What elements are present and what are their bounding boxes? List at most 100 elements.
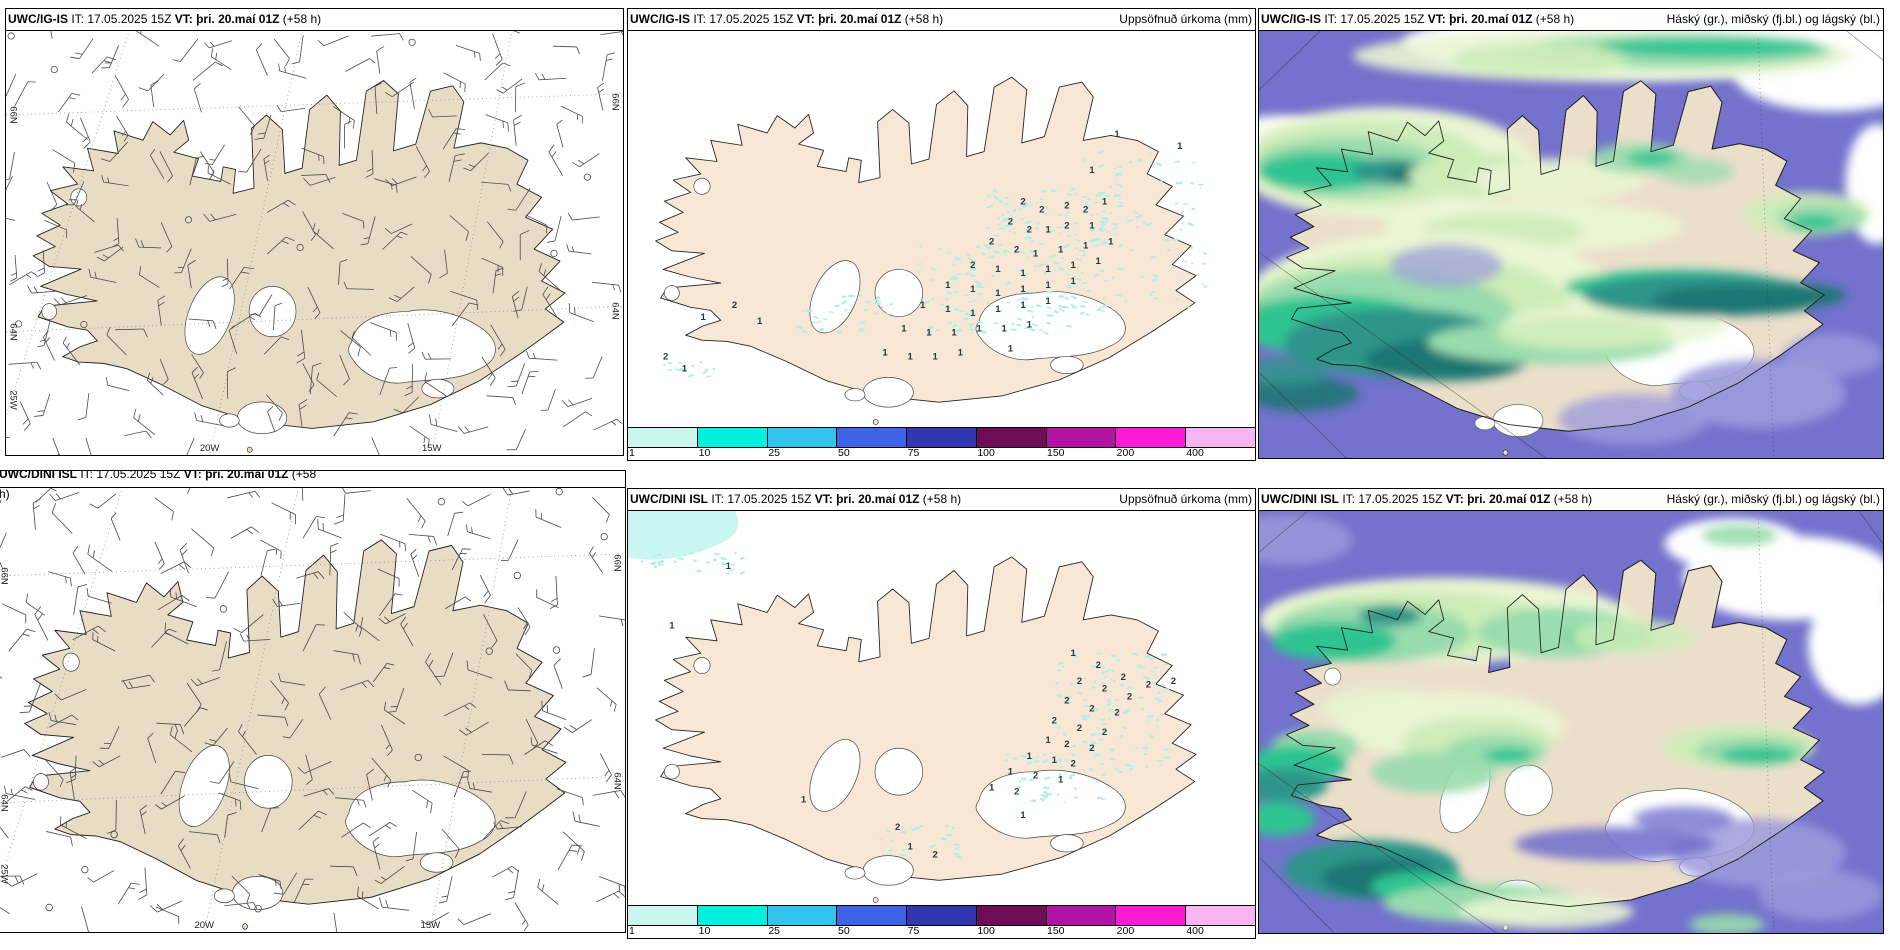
valid-time: VT: þri. 20.maí 01Z	[796, 12, 902, 26]
svg-text:2: 2	[1071, 759, 1076, 769]
svg-text:1: 1	[882, 348, 887, 358]
lead-time: (+58 h)	[1550, 492, 1593, 506]
cloud-cover-blobs	[1259, 30, 1883, 446]
svg-text:1: 1	[989, 783, 994, 793]
svg-text:2: 2	[933, 850, 938, 860]
colorbar-tick: 50	[838, 925, 850, 937]
map-area	[1259, 510, 1883, 933]
panel-header: UWC/DINI ISL IT: 17.05.2025 15Z VT: þri.…	[628, 489, 1255, 511]
svg-text:1: 1	[1008, 344, 1013, 354]
svg-text:1: 1	[945, 304, 950, 314]
svg-text:1: 1	[1070, 276, 1075, 286]
model-name: UWC/DINI ISL	[1261, 492, 1339, 506]
panel-wind-top: UWC/IG-IS IT: 17.05.2025 15Z VT: þri. 20…	[5, 8, 624, 456]
svg-text:2: 2	[1064, 221, 1069, 231]
colorbar-cell	[837, 906, 908, 925]
svg-text:2: 2	[1089, 704, 1094, 714]
precip-colorbar: 1 10 25 50 75 100 150 200 400	[628, 427, 1255, 460]
panel-title: UWC/IG-IS IT: 17.05.2025 15Z VT: þri. 20…	[8, 12, 321, 26]
colorbar-cell	[907, 906, 977, 925]
svg-text:2: 2	[1008, 217, 1013, 227]
svg-text:1: 1	[1089, 221, 1094, 231]
colorbar-tick: 150	[1047, 925, 1065, 937]
glaciers	[33, 652, 496, 911]
colorbar-cell	[767, 428, 838, 447]
panel-cloud-bottom: UWC/DINI ISL IT: 17.05.2025 15Z VT: þri.…	[1258, 488, 1884, 934]
colorbar-cell	[837, 428, 908, 447]
svg-text:1: 1	[1020, 269, 1025, 279]
svg-text:1: 1	[995, 265, 1000, 275]
colorbar-cell	[907, 428, 977, 447]
valid-time: VT: þri. 20.maí 01Z	[174, 12, 280, 26]
svg-text:1: 1	[1027, 751, 1032, 761]
svg-text:1: 1	[1058, 775, 1063, 785]
init-time: IT: 17.05.2025 15Z	[1321, 12, 1428, 26]
svg-text:1: 1	[1114, 130, 1119, 140]
svg-text:1: 1	[1008, 767, 1013, 777]
map-area: 66N 64N 25W 66N 64N 20W 15W	[6, 30, 623, 455]
precip-speckles	[662, 150, 1208, 378]
svg-text:2: 2	[1121, 672, 1126, 682]
svg-text:1: 1	[995, 304, 1000, 314]
svg-text:1: 1	[1052, 755, 1057, 765]
panel-title: UWC/IG-IS IT: 17.05.2025 15Z VT: þri. 20…	[1261, 12, 1574, 26]
field-label: Háský (gr.), miðský (fj.bl.) og lágský (…	[1666, 492, 1880, 506]
coastline	[1286, 559, 1825, 908]
svg-text:2: 2	[1083, 205, 1088, 215]
graticule-lines	[1259, 510, 1883, 933]
svg-text:1: 1	[801, 795, 806, 805]
svg-text:2: 2	[1027, 225, 1032, 235]
svg-text:1: 1	[1045, 280, 1050, 290]
panel-wind-bottom: UWC/DINI ISL IT: 17.05.2025 15Z VT: þri.…	[0, 470, 626, 933]
iceland-land	[32, 80, 566, 453]
svg-text:2: 2	[1077, 724, 1082, 734]
svg-text:1: 1	[757, 316, 762, 326]
lead-time: (+58 h)	[919, 492, 962, 506]
colorbar-cell	[628, 428, 698, 447]
svg-text:1: 1	[958, 348, 963, 358]
svg-text:2: 2	[970, 261, 975, 271]
svg-text:1: 1	[1089, 165, 1094, 175]
svg-text:2: 2	[1102, 684, 1107, 694]
valid-time: VT: þri. 20.maí 01Z	[1427, 12, 1533, 26]
svg-text:2: 2	[1033, 771, 1038, 781]
wind-barbs	[0, 487, 625, 932]
svg-text:2: 2	[895, 822, 900, 832]
svg-text:1: 1	[1177, 141, 1182, 151]
colorbar-tick: 200	[1116, 925, 1135, 937]
svg-text:2: 2	[1052, 716, 1057, 726]
field-label: Uppsöfnuð úrkoma (mm)	[1119, 492, 1252, 506]
cloud-cover-blobs	[1259, 514, 1883, 933]
svg-text:2: 2	[1146, 680, 1151, 690]
svg-text:2: 2	[1089, 743, 1094, 753]
precip-speckles	[640, 552, 1170, 859]
svg-text:1: 1	[1045, 735, 1050, 745]
panel-precip-bottom: UWC/DINI ISL IT: 17.05.2025 15Z VT: þri.…	[627, 488, 1256, 939]
svg-text:1: 1	[726, 562, 731, 572]
svg-text:1: 1	[1108, 237, 1113, 247]
valid-time: VT: þri. 20.maí 01Z	[183, 471, 289, 481]
panel-title: UWC/DINI ISL IT: 17.05.2025 15Z VT: þri.…	[630, 492, 961, 506]
lead-time: (+58 h)	[901, 12, 944, 26]
model-name: UWC/DINI ISL	[630, 492, 708, 506]
colorbar-cell	[767, 906, 838, 925]
svg-text:1: 1	[1096, 257, 1101, 267]
colorbar-tick: 75	[907, 447, 920, 459]
svg-text:2: 2	[1127, 692, 1132, 702]
lead-time: (+58	[288, 471, 317, 481]
svg-text:1: 1	[970, 308, 975, 318]
svg-text:1: 1	[951, 328, 956, 338]
colorbar-tick: 50	[838, 447, 850, 459]
model-name: UWC/IG-IS	[8, 12, 68, 26]
panel-header: UWC/DINI ISL IT: 17.05.2025 15Z VT: þri.…	[1259, 489, 1883, 511]
init-time: IT: 17.05.2025 15Z	[708, 492, 815, 506]
colorbar-tick: 100	[977, 447, 995, 459]
svg-text:1: 1	[926, 328, 931, 338]
svg-text:1: 1	[1083, 241, 1088, 251]
svg-text:1: 1	[1020, 300, 1025, 310]
svg-text:1: 1	[1102, 197, 1107, 207]
init-time: IT: 17.05.2025 15Z	[690, 12, 797, 26]
